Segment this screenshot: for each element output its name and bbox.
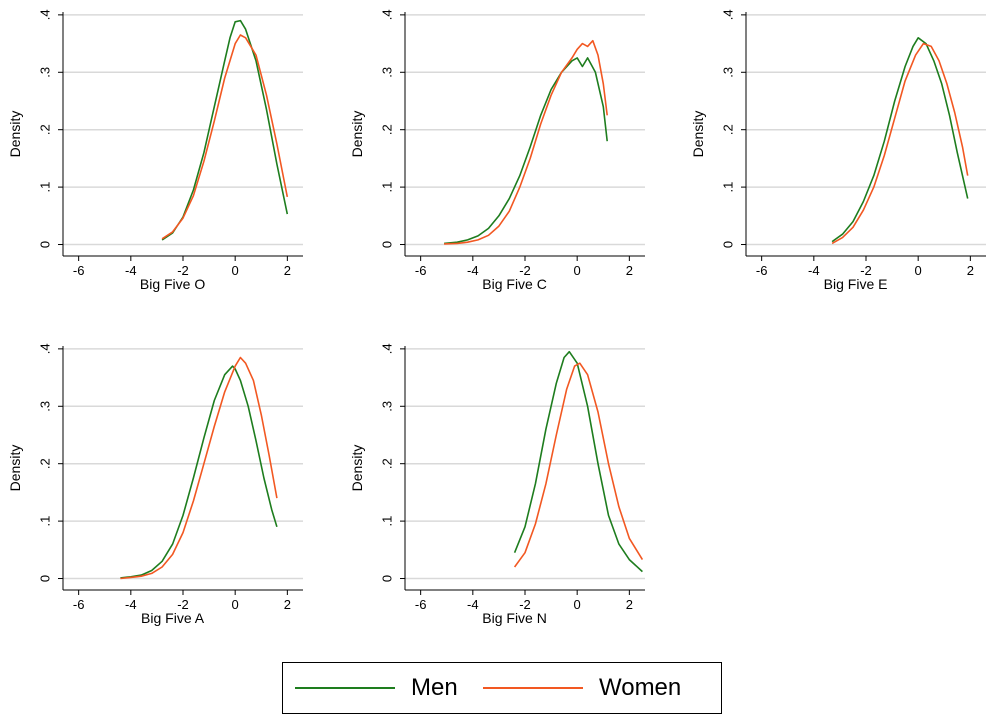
- x-tick-label: -4: [125, 263, 137, 278]
- x-tick-label: 2: [284, 597, 291, 612]
- legend-line-men: [295, 687, 395, 689]
- chart-panel: .4 .3 .2 .1 0 -6 -4 -2 0 2 Big Five E Density: [690, 9, 986, 292]
- y-tick-label: .3: [720, 67, 735, 78]
- chart-panel: .4 .3 .2 .1 0 -6 -4 -2 0 2 Big Five O Density: [7, 9, 303, 292]
- series-line-men: [831, 36, 969, 243]
- y-axis-label: Density: [690, 111, 706, 158]
- y-axis-label: Density: [349, 111, 365, 158]
- series-line-women: [831, 42, 969, 245]
- x-tick-label: -6: [756, 263, 768, 278]
- legend-label-women: Women: [599, 674, 682, 701]
- y-tick-label: .4: [720, 9, 735, 20]
- x-tick-label: 2: [626, 597, 633, 612]
- x-tick-label: -6: [73, 597, 85, 612]
- y-tick-label: .2: [379, 124, 394, 135]
- series-line-women: [444, 39, 608, 245]
- x-tick-label: -2: [860, 263, 872, 278]
- y-tick-label: .1: [379, 516, 394, 527]
- y-tick-label: .2: [720, 124, 735, 135]
- x-axis-label: Big Five A: [141, 610, 205, 626]
- y-tick-label: 0: [720, 241, 735, 248]
- y-tick-label: .4: [37, 9, 52, 20]
- x-tick-label: -6: [415, 597, 427, 612]
- x-tick-label: 0: [915, 263, 922, 278]
- x-tick-label: -2: [519, 597, 531, 612]
- series-line-men: [161, 19, 289, 241]
- series-line-men: [513, 350, 643, 573]
- x-tick-label: 2: [967, 263, 974, 278]
- x-tick-label: 2: [626, 263, 633, 278]
- y-tick-label: 0: [379, 575, 394, 582]
- x-tick-label: -6: [73, 263, 85, 278]
- y-tick-label: .4: [379, 9, 394, 20]
- x-tick-label: -2: [519, 263, 531, 278]
- x-axis-label: Big Five N: [482, 610, 547, 626]
- x-tick-label: 2: [284, 263, 291, 278]
- x-tick-label: 0: [232, 597, 239, 612]
- y-tick-label: .4: [379, 343, 394, 354]
- x-axis-label: Big Five O: [140, 276, 205, 292]
- y-tick-label: .3: [37, 67, 52, 78]
- series-line-women: [513, 362, 644, 568]
- x-tick-label: -4: [467, 597, 479, 612]
- y-tick-label: .1: [720, 182, 735, 193]
- y-axis-label: Density: [7, 445, 23, 492]
- series-line-women: [161, 34, 289, 240]
- series-line-men: [120, 365, 278, 579]
- x-axis-label: Big Five E: [824, 276, 888, 292]
- chart-panel: .4 .3 .2 .1 0 -6 -4 -2 0 2 Big Five A Density: [7, 343, 303, 626]
- y-tick-label: .3: [37, 401, 52, 412]
- legend: Men Women: [282, 662, 722, 714]
- y-tick-label: .2: [37, 124, 52, 135]
- x-tick-label: 0: [232, 263, 239, 278]
- x-axis-label: Big Five C: [482, 276, 547, 292]
- legend-line-women: [483, 687, 583, 689]
- density-plots: .4 .3 .2 .1 0 -6 -4 -2 0 2 Big Five O Density .4 .3 .2…: [7, 9, 986, 626]
- x-tick-label: -2: [177, 597, 189, 612]
- legend-item-women: Women: [483, 663, 681, 713]
- y-tick-label: 0: [37, 575, 52, 582]
- legend-label-men: Men: [411, 674, 458, 701]
- y-tick-label: .1: [37, 516, 52, 527]
- x-tick-label: -2: [177, 263, 189, 278]
- x-tick-label: -4: [125, 597, 137, 612]
- series-line-men: [444, 57, 608, 245]
- y-axis-label: Density: [349, 445, 365, 492]
- x-tick-label: -4: [467, 263, 479, 278]
- chart-panel: .4 .3 .2 .1 0 -6 -4 -2 0 2 Big Five N Density: [349, 343, 645, 626]
- series-line-women: [120, 356, 278, 580]
- y-tick-label: .2: [379, 458, 394, 469]
- x-tick-label: -4: [808, 263, 820, 278]
- y-tick-label: .2: [37, 458, 52, 469]
- y-tick-label: .3: [379, 67, 394, 78]
- y-tick-label: .1: [379, 182, 394, 193]
- legend-item-men: Men: [295, 663, 458, 713]
- y-axis-label: Density: [7, 111, 23, 158]
- y-tick-label: 0: [379, 241, 394, 248]
- x-tick-label: -6: [415, 263, 427, 278]
- y-tick-label: .4: [37, 343, 52, 354]
- y-tick-label: 0: [37, 241, 52, 248]
- x-tick-label: 0: [574, 597, 581, 612]
- x-tick-label: 0: [574, 263, 581, 278]
- y-tick-label: .3: [379, 401, 394, 412]
- y-tick-label: .1: [37, 182, 52, 193]
- chart-panel: .4 .3 .2 .1 0 -6 -4 -2 0 2 Big Five C Density: [349, 9, 645, 292]
